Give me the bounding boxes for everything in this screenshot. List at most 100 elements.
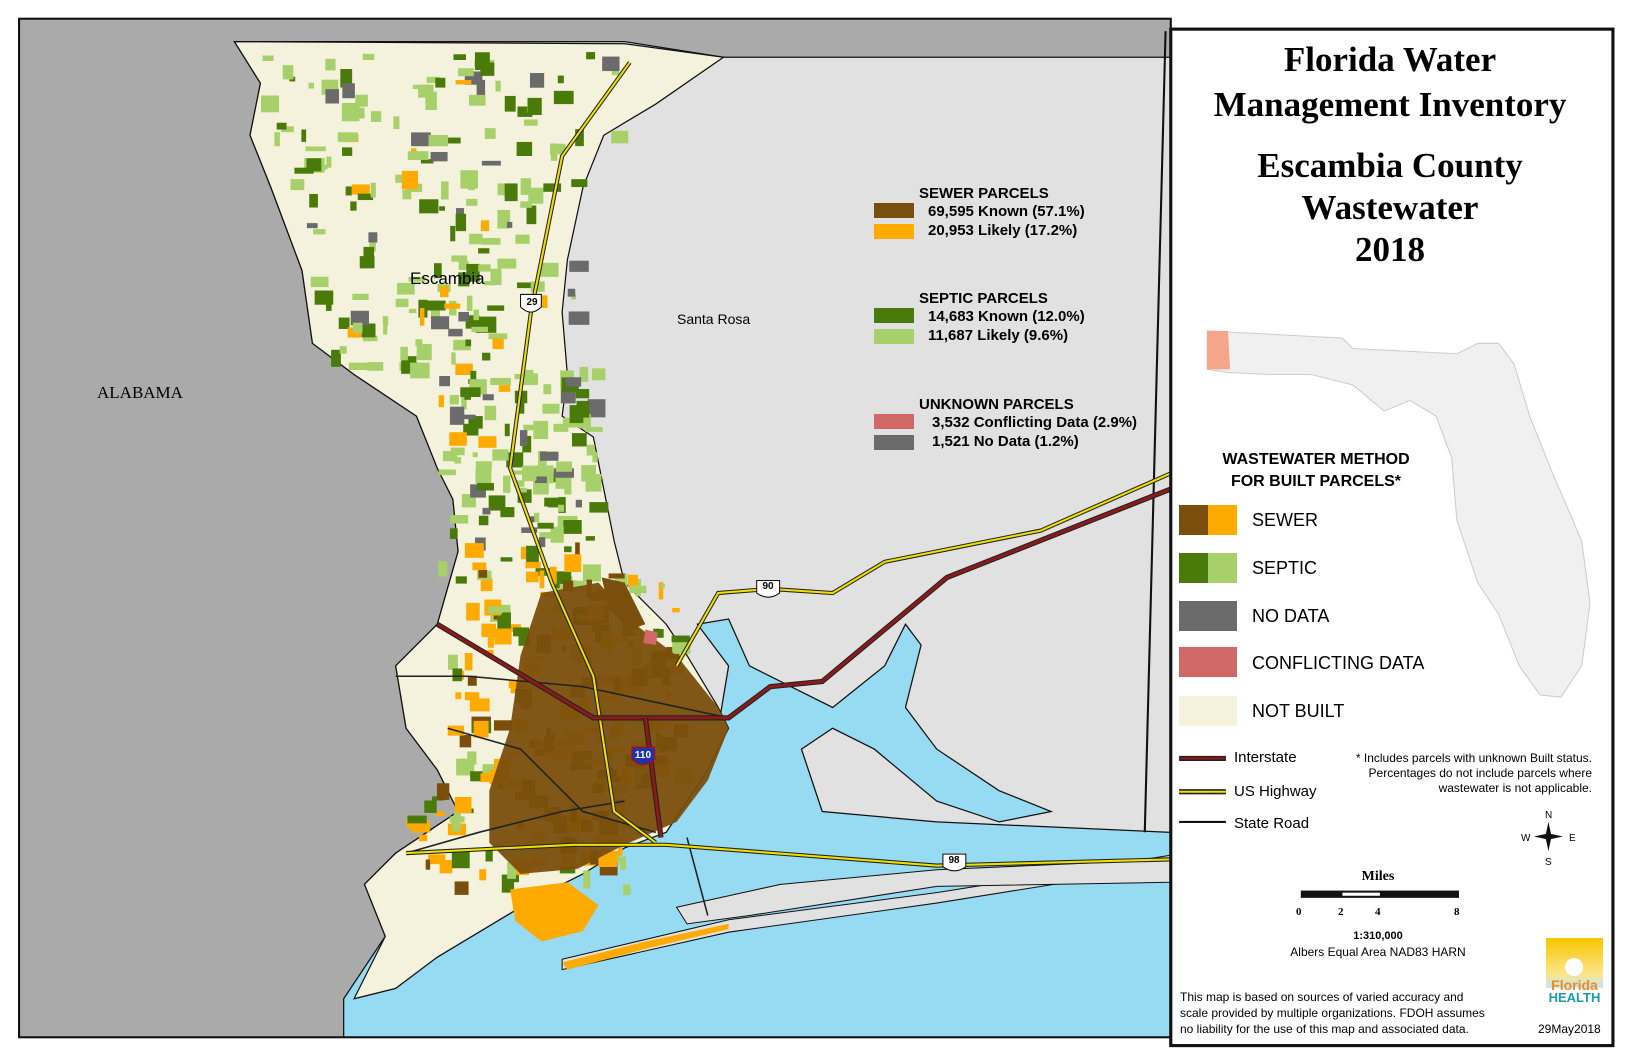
compass-w: W: [1521, 833, 1531, 844]
parcel-patch: [454, 881, 469, 895]
parcel-patch: [550, 143, 566, 155]
parcel-patch: [525, 561, 541, 569]
parcel-patch: [520, 201, 532, 208]
parcel-patch: [471, 326, 488, 333]
no-data-label: 1,521 No Data (1.2%): [932, 433, 1079, 450]
parcel-patch: [452, 668, 463, 682]
parcel-patch: [571, 293, 576, 300]
label-santa-rosa: Santa Rosa: [677, 311, 751, 327]
parcel-patch: [458, 68, 474, 77]
parcel-patch: [558, 504, 565, 512]
map-frame: [19, 18, 1171, 1038]
parcel-patch: [467, 751, 477, 765]
parcel-patch: [456, 758, 475, 776]
label-alabama: ALABAMA: [97, 383, 183, 402]
parcel-patch: [408, 308, 417, 314]
parcel-patch: [549, 566, 557, 584]
scale-tick-0: 0: [1296, 906, 1302, 918]
unknown-parcels-heading: UNKNOWN PARCELS: [919, 396, 1074, 413]
parcel-patch: [450, 447, 465, 456]
conflicting-swatch: [874, 414, 914, 429]
parcel-patch: [506, 221, 513, 228]
parcel-patch: [589, 502, 609, 513]
disclaimer-line-3: no liability for the use of this map and…: [1180, 1022, 1469, 1036]
parcel-patch: [619, 856, 627, 870]
parcel-patch: [487, 606, 503, 614]
sewer-likely-swatch: [874, 224, 914, 239]
parcel-patch: [537, 295, 548, 308]
parcel-patch: [487, 305, 505, 311]
parcel-patch: [260, 95, 280, 113]
parcel-patch: [262, 55, 274, 61]
us29-shield: [520, 293, 542, 313]
parcel-patch: [306, 223, 318, 229]
parcel-patch: [488, 333, 508, 340]
parcel-patch: [526, 571, 539, 583]
parcel-patch: [470, 771, 484, 782]
parcel-patch: [407, 815, 427, 824]
parcel-patch: [535, 476, 547, 484]
parcel-patch: [484, 281, 497, 286]
parcel-patch: [672, 608, 680, 613]
compass-e: E: [1569, 833, 1576, 844]
parcel-patch: [586, 444, 595, 456]
parcel-patch: [478, 248, 490, 254]
map-date: 29May2018: [1538, 1022, 1601, 1036]
parcel-patch: [468, 94, 486, 106]
parcel-patch: [468, 175, 476, 191]
parcel-patch: [521, 527, 538, 533]
parcel-patch: [342, 83, 355, 99]
parcel-patch: [563, 519, 582, 534]
parcel-patch: [451, 850, 470, 869]
parcel-patch: [492, 449, 509, 461]
parcel-patch: [348, 362, 368, 370]
parcel-patch: [466, 263, 480, 282]
parcel-patch: [564, 554, 582, 573]
parcel-patch: [539, 570, 545, 589]
parcel-patch: [484, 405, 497, 421]
parcel-patch: [543, 183, 562, 192]
i110-label: 110: [634, 750, 652, 761]
parcel-patch: [564, 546, 572, 553]
parcel-patch: [435, 811, 445, 816]
parcel-patch: [534, 512, 540, 523]
parcel-patch: [523, 369, 534, 380]
parcel-patch: [497, 612, 511, 630]
parcel-patch: [480, 62, 495, 76]
parcel-patch: [464, 653, 473, 671]
parcel-patch: [497, 258, 517, 269]
method-heading-1: WASTEWATER METHOD: [1222, 451, 1410, 468]
parcel-patch: [449, 432, 467, 446]
sewer-likely-patch: [510, 882, 599, 942]
parcel-patch: [352, 293, 369, 300]
parcel-patch: [591, 368, 606, 381]
parcel-patch: [564, 477, 572, 495]
parcel-patch: [540, 451, 559, 461]
title-line-1: Florida Water: [1283, 40, 1497, 79]
us98-label: 98: [948, 855, 960, 866]
parcel-patch: [529, 73, 545, 88]
septic-known-swatch: [874, 308, 914, 323]
sewer-known-swatch: [874, 203, 914, 218]
parcel-patch: [313, 229, 326, 235]
parcel-patch: [326, 156, 332, 168]
parcel-patch: [585, 473, 602, 492]
parcel-patch: [579, 366, 589, 382]
parcel-patch: [458, 272, 470, 287]
parcel-patch: [504, 183, 518, 202]
parcel-patch: [493, 720, 513, 731]
parcel-patch: [502, 624, 522, 632]
parcel-patch: [455, 576, 467, 584]
parcel-patch: [553, 468, 574, 478]
sewer-known-patch: [601, 577, 646, 630]
parcel-patch: [352, 322, 363, 333]
parcel-patch: [438, 469, 456, 476]
parcel-patch: [517, 487, 527, 493]
parcel-patch: [575, 499, 583, 508]
parcel-patch: [431, 316, 450, 330]
parcel-patch: [475, 467, 492, 484]
parcel-patch: [424, 800, 437, 813]
compass-n: N: [1545, 810, 1553, 821]
parcel-patch: [470, 370, 477, 382]
label-escambia: Escambia: [410, 269, 485, 288]
